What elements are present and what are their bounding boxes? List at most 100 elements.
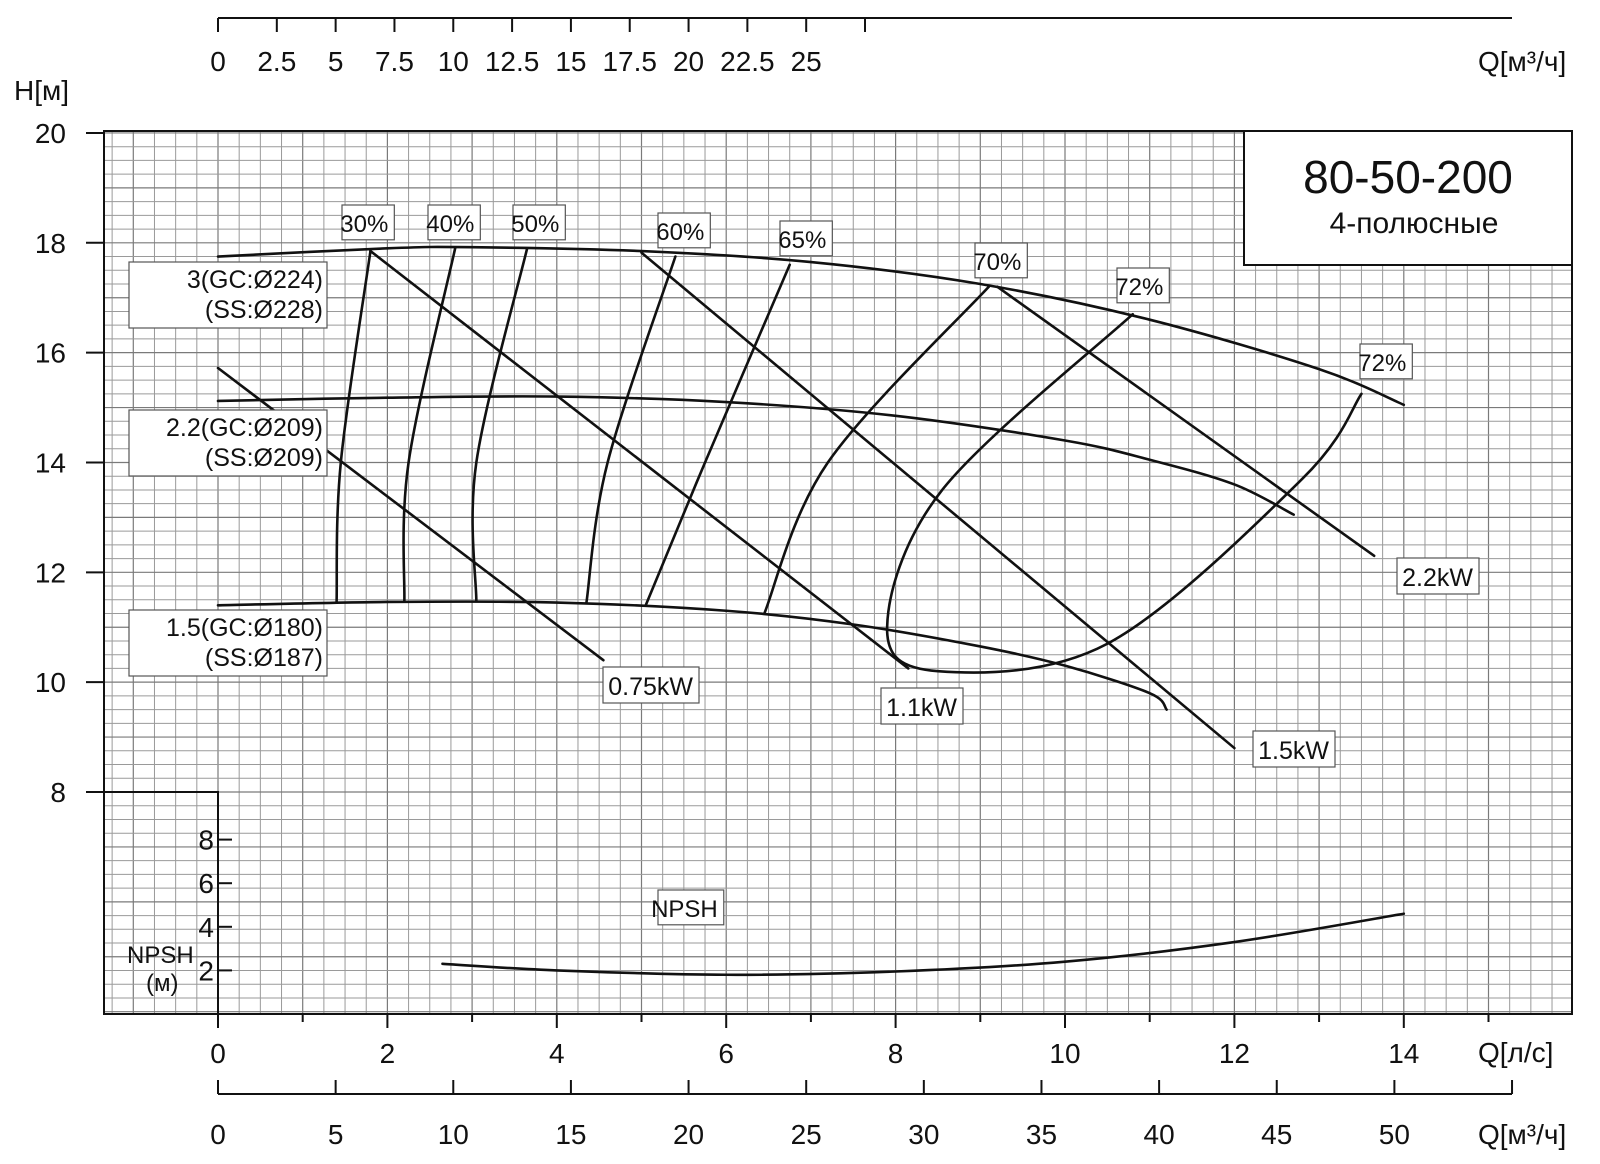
efficiency-curve bbox=[763, 285, 991, 615]
top-tick-label: 2.5 bbox=[257, 46, 296, 77]
top-tick-label: 17.5 bbox=[602, 46, 657, 77]
efficiency-curve bbox=[402, 246, 457, 603]
top-axis-label: Q[м³/ч] bbox=[1478, 46, 1566, 77]
npsh-tick-label: 2 bbox=[198, 955, 214, 986]
power-label-box bbox=[880, 687, 964, 725]
efficiency-curve bbox=[585, 255, 677, 604]
efficiency-curve bbox=[471, 246, 529, 603]
y-axis-ticks: 20 18 16 14 12 10 8 bbox=[35, 118, 104, 808]
efficiency-label-text: 40% bbox=[426, 211, 474, 238]
power-line bbox=[369, 249, 910, 670]
top-tick-label: 25 bbox=[791, 46, 822, 77]
impeller-label-box bbox=[128, 609, 328, 677]
power-label-box bbox=[1396, 557, 1480, 595]
power-label-text: 2.2kW bbox=[1402, 564, 1473, 592]
bottom-axis-label: Q[м³/ч] bbox=[1478, 1119, 1566, 1150]
efficiency-label-text: 72% bbox=[1358, 350, 1406, 377]
impeller-label-box bbox=[128, 409, 328, 477]
bottom-tick-label: 45 bbox=[1261, 1119, 1292, 1150]
npsh-axis-label: NPSH bbox=[127, 942, 194, 969]
efficiency-curve bbox=[885, 312, 1363, 674]
power-label-text: 0.75kW bbox=[608, 673, 693, 701]
impeller-label-text: 1.5(GC:Ø180) bbox=[166, 614, 323, 642]
power-line bbox=[995, 285, 1376, 558]
npsh-axis-ticks: 8 6 4 2 bbox=[198, 825, 232, 986]
npsh-tick-label: 4 bbox=[198, 912, 214, 943]
bottom-tick-label: 25 bbox=[791, 1119, 822, 1150]
efficiency-label-box bbox=[779, 220, 833, 257]
efficiency-label: 65% bbox=[778, 220, 833, 257]
npsh-curve-label: NPSH bbox=[651, 889, 725, 926]
bottom-tick-label: 5 bbox=[328, 1119, 344, 1150]
top-tick-label: 7.5 bbox=[375, 46, 414, 77]
x-tick-label: 4 bbox=[549, 1038, 565, 1069]
x-tick-label: 14 bbox=[1388, 1038, 1419, 1069]
efficiency-label-box bbox=[1359, 343, 1413, 380]
top-tick-label: 20 bbox=[673, 46, 704, 77]
efficiency-label: 72% bbox=[1115, 267, 1170, 304]
npsh-axis-unit: (м) bbox=[146, 970, 178, 997]
efficiency-label-box bbox=[512, 204, 566, 241]
top-tick-label: 0 bbox=[210, 46, 226, 77]
top-axis-ticks: 0 2.5 5 7.5 10 12.5 15 17.5 20 22.5 25 bbox=[210, 18, 867, 77]
bottom-axis-ticks: 0 5 10 15 20 25 30 35 40 45 50 bbox=[210, 1080, 1514, 1150]
efficiency-label-text: 65% bbox=[778, 227, 826, 254]
npsh-axis-box bbox=[103, 791, 219, 1015]
efficiency-label-text: 60% bbox=[656, 219, 704, 246]
x-tick-label: 10 bbox=[1049, 1038, 1080, 1069]
efficiency-label: 60% bbox=[656, 212, 711, 249]
bottom-tick-label: 30 bbox=[908, 1119, 939, 1150]
efficiency-label-box bbox=[427, 204, 481, 241]
bottom-tick-label: 40 bbox=[1144, 1119, 1175, 1150]
impeller-label-text: 2.2(GC:Ø209) bbox=[166, 414, 323, 442]
impeller-curve bbox=[216, 395, 1295, 516]
top-tick-label: 15 bbox=[555, 46, 586, 77]
chart-title: 80-50-200 bbox=[1303, 151, 1513, 203]
x-axis-ticks: 0 2 4 6 8 10 12 14 bbox=[210, 1014, 1490, 1069]
efficiency-label: 50% bbox=[511, 204, 566, 241]
title-box bbox=[1243, 130, 1573, 266]
power-label-box bbox=[1252, 730, 1336, 768]
y-tick-label: 12 bbox=[35, 557, 66, 588]
bottom-tick-label: 20 bbox=[673, 1119, 704, 1150]
chart-subtitle: 4-полюсные bbox=[1330, 207, 1499, 240]
y-tick-label: 8 bbox=[50, 777, 66, 808]
npsh-tick-label: 6 bbox=[198, 868, 214, 899]
impeller-label-text: (SS:Ø187) bbox=[205, 644, 323, 672]
impeller-label-text: (SS:Ø209) bbox=[205, 444, 323, 472]
power-label-text: 1.1kW bbox=[886, 694, 957, 722]
impeller-label-box bbox=[128, 261, 328, 329]
bottom-tick-label: 35 bbox=[1026, 1119, 1057, 1150]
x-axis-label: Q[л/с] bbox=[1478, 1037, 1553, 1068]
labels-layer: 3(GC:Ø224)(SS:Ø228) 2.2(GC:Ø209)(SS:Ø209)… bbox=[128, 204, 1480, 926]
efficiency-label-box bbox=[657, 212, 711, 249]
impeller-curve bbox=[216, 245, 1406, 407]
power-label: 2.2kW bbox=[1396, 557, 1480, 595]
top-tick-label: 5 bbox=[328, 46, 344, 77]
top-tick-label: 22.5 bbox=[720, 46, 775, 77]
power-label-text: 1.5kW bbox=[1258, 737, 1329, 765]
curves-layer bbox=[216, 245, 1406, 977]
plot-grid bbox=[104, 131, 1572, 1014]
efficiency-curve bbox=[335, 249, 372, 604]
y-tick-label: 18 bbox=[35, 228, 66, 259]
efficiency-label: 72% bbox=[1358, 343, 1413, 380]
bottom-tick-label: 50 bbox=[1379, 1119, 1410, 1150]
npsh-curve bbox=[441, 912, 1406, 977]
npsh-tick-label: 8 bbox=[198, 825, 214, 856]
top-tick-label: 12.5 bbox=[485, 46, 540, 77]
efficiency-label: 70% bbox=[973, 242, 1028, 279]
efficiency-label: 30% bbox=[340, 204, 395, 241]
top-tick-label: 10 bbox=[438, 46, 469, 77]
y-tick-label: 16 bbox=[35, 338, 66, 369]
power-label: 1.1kW bbox=[880, 687, 964, 725]
bottom-tick-label: 10 bbox=[438, 1119, 469, 1150]
power-line bbox=[640, 251, 1236, 750]
power-label-box bbox=[602, 666, 700, 704]
efficiency-label-box bbox=[1116, 267, 1170, 304]
y-tick-label: 20 bbox=[35, 118, 66, 149]
x-tick-label: 12 bbox=[1219, 1038, 1250, 1069]
npsh-curve-label-box bbox=[657, 889, 725, 926]
power-label: 0.75kW bbox=[602, 666, 700, 704]
